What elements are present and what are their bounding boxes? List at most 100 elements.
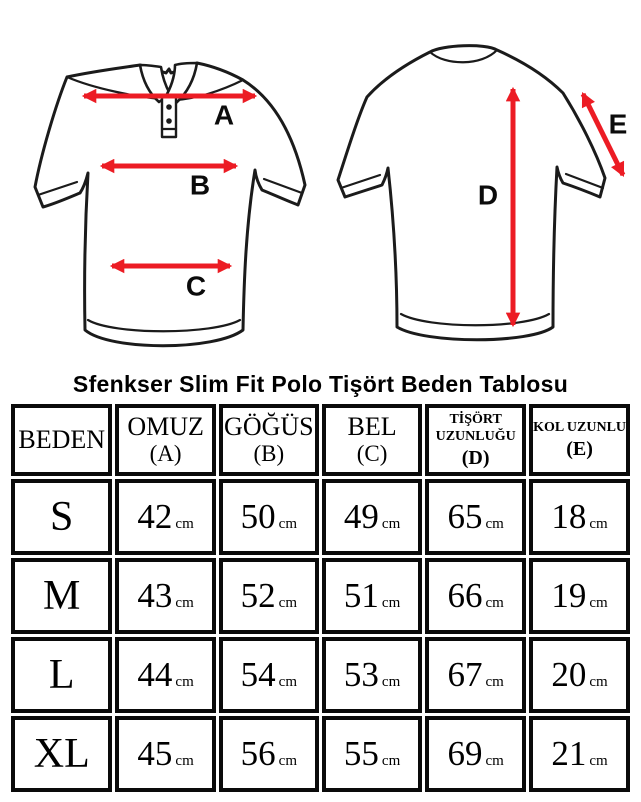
col-code: (D) bbox=[461, 446, 490, 469]
col-label: GÖĞÜS bbox=[224, 411, 314, 441]
value: 55 bbox=[343, 734, 379, 773]
value: 52 bbox=[240, 576, 276, 615]
back-left-cuff bbox=[339, 173, 382, 190]
front-left-cuff bbox=[36, 180, 79, 197]
unit-label: cm bbox=[485, 595, 504, 611]
polo-front-outline bbox=[33, 61, 307, 348]
col-header-gogus: GÖĞÜS (B) bbox=[218, 404, 319, 476]
value-cell: 69 cm bbox=[425, 716, 527, 792]
value: 53 bbox=[343, 655, 379, 694]
measure-label-d: D bbox=[478, 179, 498, 210]
value-cell: 50 cm bbox=[218, 479, 319, 555]
unit-label: cm bbox=[485, 753, 504, 769]
value: 20 bbox=[551, 655, 587, 694]
value-cell: 49 cm bbox=[321, 479, 423, 555]
col-label: BEDEN bbox=[18, 424, 106, 454]
value-cell: 65 cm bbox=[425, 479, 527, 555]
unit-label: cm bbox=[589, 516, 608, 532]
measure-label-a: A bbox=[214, 99, 234, 130]
unit-label: cm bbox=[175, 595, 194, 611]
value: 69 bbox=[447, 734, 483, 773]
value: 42 bbox=[137, 497, 173, 536]
unit-label: cm bbox=[381, 595, 401, 611]
col-header-tisort-uzunlugu: TİŞÖRT UZUNLUĞU (D) bbox=[425, 404, 527, 476]
front-hem-stitch bbox=[86, 318, 242, 333]
unit-label: cm bbox=[278, 753, 297, 769]
button bbox=[166, 104, 172, 110]
measure-label-b: B bbox=[190, 169, 210, 200]
unit-label: cm bbox=[381, 674, 401, 690]
col-code: (C) bbox=[356, 440, 388, 466]
value-cell: 66 cm bbox=[425, 558, 527, 634]
value-cell: 42 cm bbox=[115, 479, 216, 555]
polo-back-diagram: D E bbox=[336, 44, 628, 342]
col-label: BEL bbox=[347, 411, 397, 441]
unit-label: cm bbox=[485, 516, 504, 532]
polo-front-diagram: A B C bbox=[33, 61, 307, 348]
value-cell: 21 cm bbox=[529, 716, 630, 792]
unit-label: cm bbox=[381, 516, 401, 532]
unit-label: cm bbox=[175, 516, 194, 532]
size-cell: S bbox=[11, 479, 113, 555]
size-row-s: S 42 cm 50 cm 49 cm 65 cm 18 cm bbox=[11, 479, 630, 555]
unit-label: cm bbox=[175, 753, 194, 769]
size-cell: XL bbox=[11, 716, 113, 792]
unit-label: cm bbox=[278, 516, 297, 532]
col-header-bel: BEL (C) bbox=[321, 404, 423, 476]
col-header-beden: BEDEN bbox=[11, 404, 113, 476]
value: 54 bbox=[240, 655, 276, 694]
size-row-xl: XL 45 cm 56 cm 55 cm 69 cm 21 cm bbox=[11, 716, 630, 792]
size-row-l: L 44 cm 54 cm 53 cm 67 cm 20 cm bbox=[11, 637, 630, 713]
col-label: OMUZ bbox=[127, 411, 204, 441]
value-cell: 67 cm bbox=[425, 637, 527, 713]
button-placket bbox=[160, 97, 178, 139]
value: 49 bbox=[343, 497, 379, 536]
value: 21 bbox=[551, 734, 587, 773]
value: 65 bbox=[447, 497, 483, 536]
measurement-diagrams: A B C D E bbox=[0, 0, 641, 372]
col-code: (B) bbox=[253, 440, 285, 466]
back-collar-seam bbox=[428, 48, 499, 64]
button bbox=[166, 118, 172, 124]
unit-label: cm bbox=[589, 674, 608, 690]
measure-label-c: C bbox=[186, 270, 206, 301]
col-label-line2: UZUNLUĞU bbox=[435, 429, 516, 444]
back-right-cuff bbox=[564, 172, 605, 190]
value-cell: 44 cm bbox=[115, 637, 216, 713]
col-code: (E) bbox=[566, 437, 593, 460]
value-cell: 54 cm bbox=[218, 637, 319, 713]
value: 43 bbox=[137, 576, 173, 615]
value-cell: 53 cm bbox=[321, 637, 423, 713]
value-cell: 19 cm bbox=[529, 558, 630, 634]
unit-label: cm bbox=[589, 753, 608, 769]
unit-label: cm bbox=[589, 595, 608, 611]
value: 51 bbox=[343, 576, 379, 615]
unit-label: cm bbox=[175, 674, 194, 690]
value: 50 bbox=[240, 497, 276, 536]
unit-label: cm bbox=[485, 674, 504, 690]
value: 19 bbox=[551, 576, 587, 615]
value-cell: 45 cm bbox=[115, 716, 216, 792]
col-label: TİŞÖRT bbox=[449, 411, 502, 427]
col-header-omuz: OMUZ (A) bbox=[115, 404, 216, 476]
value: 18 bbox=[551, 497, 587, 536]
unit-label: cm bbox=[278, 595, 297, 611]
value-cell: 43 cm bbox=[115, 558, 216, 634]
value: 56 bbox=[240, 734, 276, 773]
value: 67 bbox=[447, 655, 483, 694]
header-row: BEDEN OMUZ (A) GÖĞÜS (B) BEL (C) TİŞÖRT … bbox=[11, 404, 630, 476]
front-right-cuff bbox=[262, 177, 304, 195]
value: 44 bbox=[137, 655, 173, 694]
value-cell: 56 cm bbox=[218, 716, 319, 792]
measure-label-e: E bbox=[609, 108, 628, 139]
page-title: Sfenkser Slim Fit Polo Tişört Beden Tabl… bbox=[72, 371, 569, 397]
value-cell: 51 cm bbox=[321, 558, 423, 634]
size-cell: M bbox=[11, 558, 113, 634]
value: 45 bbox=[137, 734, 173, 773]
value: 66 bbox=[447, 576, 483, 615]
col-code: (A) bbox=[149, 440, 182, 466]
size-row-m: M 43 cm 52 cm 51 cm 66 cm 19 cm bbox=[11, 558, 630, 634]
value-cell: 20 cm bbox=[529, 637, 630, 713]
value-cell: 18 cm bbox=[529, 479, 630, 555]
